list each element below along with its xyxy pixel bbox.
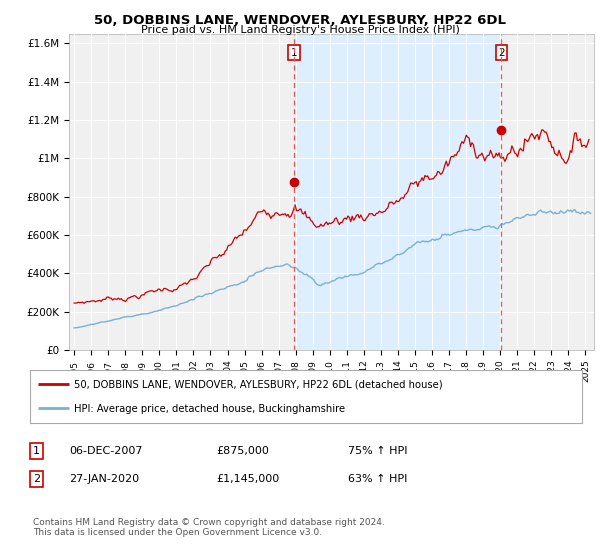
Text: 50, DOBBINS LANE, WENDOVER, AYLESBURY, HP22 6DL: 50, DOBBINS LANE, WENDOVER, AYLESBURY, H…	[94, 14, 506, 27]
Text: Price paid vs. HM Land Registry's House Price Index (HPI): Price paid vs. HM Land Registry's House …	[140, 25, 460, 35]
Text: 1: 1	[33, 446, 40, 456]
Text: 06-DEC-2007: 06-DEC-2007	[69, 446, 143, 456]
Bar	[295, 34, 502, 350]
Text: 50, DOBBINS LANE, WENDOVER, AYLESBURY, HP22 6DL (detached house): 50, DOBBINS LANE, WENDOVER, AYLESBURY, H…	[74, 380, 443, 390]
Text: £1,145,000: £1,145,000	[216, 474, 279, 484]
Text: 2: 2	[498, 48, 505, 58]
Text: Contains HM Land Registry data © Crown copyright and database right 2024.
This d: Contains HM Land Registry data © Crown c…	[33, 518, 385, 538]
Text: HPI: Average price, detached house, Buckinghamshire: HPI: Average price, detached house, Buck…	[74, 404, 345, 414]
Text: 75% ↑ HPI: 75% ↑ HPI	[348, 446, 407, 456]
Text: 1: 1	[291, 48, 298, 58]
Text: 2: 2	[33, 474, 40, 484]
Text: 27-JAN-2020: 27-JAN-2020	[69, 474, 139, 484]
Text: 63% ↑ HPI: 63% ↑ HPI	[348, 474, 407, 484]
Text: £875,000: £875,000	[216, 446, 269, 456]
